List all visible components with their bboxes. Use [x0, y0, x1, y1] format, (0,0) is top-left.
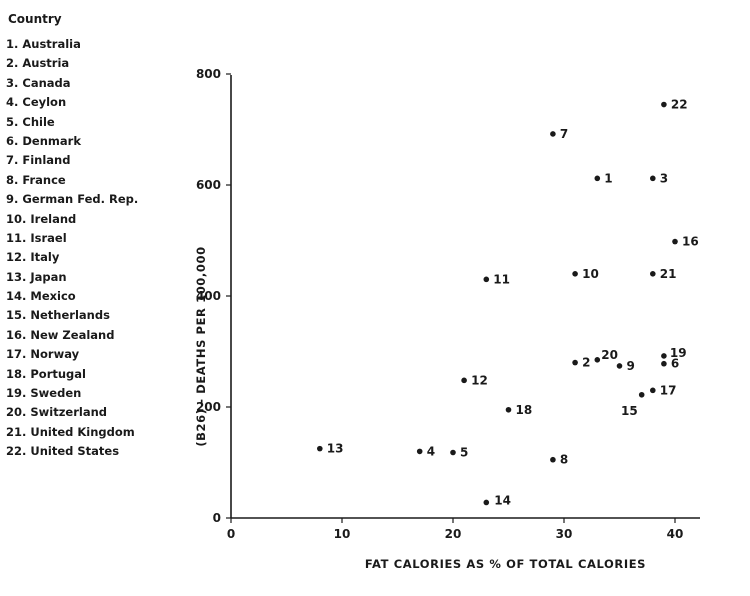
data-point — [661, 353, 667, 359]
point-label: 9 — [627, 359, 635, 373]
data-point — [450, 449, 456, 456]
data-point — [483, 499, 490, 506]
legend-item: 8. France — [6, 172, 66, 187]
legend-item: 9. German Fed. Rep. — [6, 192, 139, 207]
data-point — [461, 377, 467, 384]
legend-item: 14. Mexico — [6, 289, 76, 304]
point-label: 12 — [471, 373, 488, 387]
legend-item: 15. Netherlands — [6, 308, 110, 323]
legend-item: 7. Finland — [6, 153, 71, 168]
point-label: 21 — [660, 267, 677, 281]
point-label: 5 — [460, 446, 468, 460]
legend-item: 12. Italy — [6, 250, 60, 265]
point-label: 3 — [660, 171, 668, 185]
point-label: 1 — [604, 171, 612, 185]
x-tick-label: 10 — [334, 527, 351, 541]
point-label: 11 — [493, 272, 510, 286]
point-label: 16 — [682, 235, 699, 249]
y-tick-label: 0 — [213, 511, 221, 525]
data-point — [550, 456, 556, 463]
point-label: 4 — [427, 444, 435, 458]
country-legend: Country 1. Australia 2. Austria 3. Canada 4… — [6, 12, 206, 462]
x-axis-title: FAT CALORIES AS % OF TOTAL CALORIES — [365, 557, 646, 571]
x-tick-label: 0 — [227, 527, 235, 541]
data-point — [661, 101, 667, 108]
legend-item: 10. Ireland — [6, 211, 77, 226]
data-point — [550, 131, 556, 137]
data-point — [616, 363, 623, 369]
data-point — [416, 448, 423, 455]
legend-item: 11. Israel — [6, 230, 67, 245]
data-point — [483, 276, 490, 283]
legend-list: 1. Australia 2. Austria 3. Canada 4. Ceylon… — [6, 35, 206, 462]
point-label: 10 — [582, 267, 599, 281]
legend-item: 19. Sweden — [6, 386, 82, 401]
y-tick-label: 200 — [196, 400, 221, 414]
point-label: 7 — [560, 127, 568, 141]
data-point — [672, 238, 678, 245]
legend-item: 3. Canada — [6, 75, 71, 90]
legend-item: 1. Australia — [6, 37, 81, 51]
data-point — [661, 360, 667, 367]
point-label: 18 — [516, 403, 533, 417]
y-axis-title: (B26) - DEATHS PER 100,000 — [194, 246, 208, 446]
data-point — [650, 387, 656, 394]
point-label: 13 — [327, 442, 344, 456]
legend-item: 5. Chile — [6, 114, 55, 129]
point-label: 15 — [621, 404, 638, 418]
point-label: 2 — [582, 356, 590, 370]
point-label: 22 — [671, 98, 688, 112]
y-tick-label: 400 — [196, 289, 221, 303]
data-point — [594, 175, 601, 182]
point-label: 8 — [560, 453, 568, 467]
legend-item: 2. Austria — [6, 56, 70, 71]
x-tick-label: 40 — [667, 527, 684, 541]
legend-item: 4. Ceylon — [6, 95, 67, 110]
legend-item: 6. Denmark — [6, 133, 81, 148]
legend-item: 13. Japan — [6, 269, 67, 284]
data-point — [650, 175, 656, 182]
point-label: 20 — [601, 348, 618, 362]
data-point — [572, 359, 578, 366]
x-tick-label: 20 — [445, 527, 462, 541]
y-tick-label: 600 — [196, 178, 221, 192]
legend-item: 20. Switzerland — [6, 405, 108, 420]
data-point — [594, 357, 601, 363]
point-label: 17 — [660, 383, 677, 397]
y-tick-label: 800 — [196, 67, 221, 81]
data-point — [638, 391, 645, 398]
legend-title: Country — [8, 12, 62, 26]
legend-item: 21. United Kingdom — [6, 424, 135, 439]
legend-item: 18. Portugal — [6, 366, 86, 381]
legend-item: 17. Norway — [6, 347, 80, 362]
data-point — [650, 271, 656, 277]
legend-item: 22. United States — [6, 444, 120, 459]
point-label: 19 — [670, 346, 687, 360]
point-label: 14 — [494, 493, 511, 507]
data-point — [317, 445, 323, 452]
data-point — [505, 406, 512, 413]
point-label: 6 — [671, 357, 679, 371]
legend-item: 16. New Zealand — [6, 327, 115, 342]
data-point — [572, 271, 578, 277]
x-tick-label: 30 — [556, 527, 573, 541]
